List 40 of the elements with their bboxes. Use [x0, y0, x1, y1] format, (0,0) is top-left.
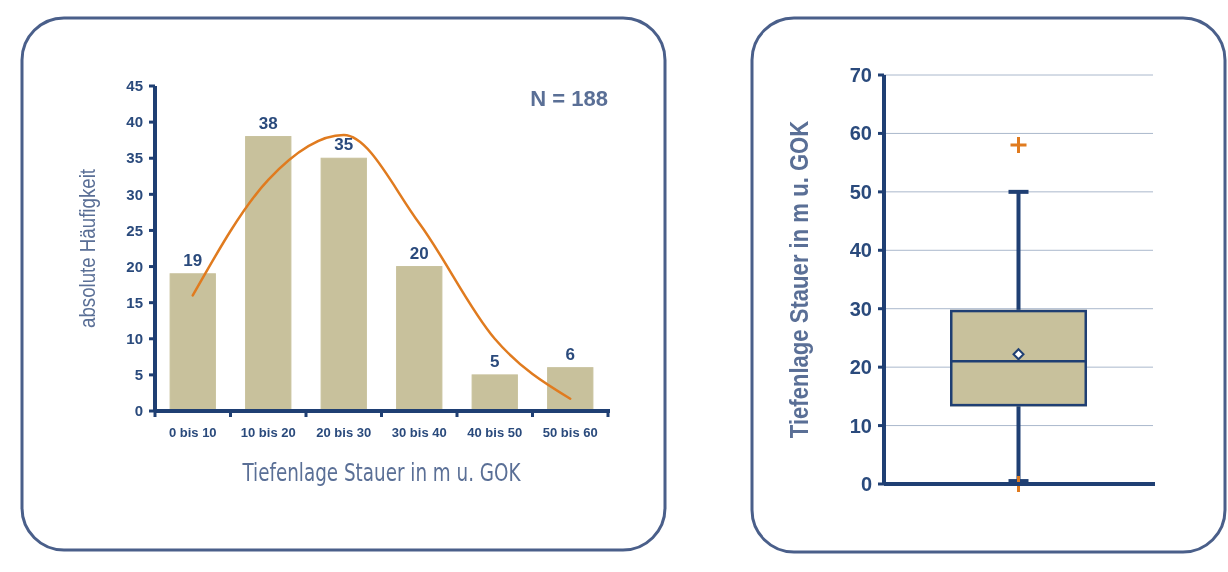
- y-tick-label: 30: [849, 297, 872, 320]
- data-label: 35: [334, 135, 354, 155]
- y-tick-label: 10: [849, 414, 872, 437]
- y-tick-label: 40: [126, 113, 143, 131]
- y-tick-label: 15: [126, 293, 143, 311]
- y-tick-label: 45: [126, 77, 143, 95]
- bar: [547, 367, 594, 412]
- y-tick-label: 70: [849, 64, 872, 86]
- data-label: 38: [258, 113, 278, 133]
- x-tick-label: 0 bis 10: [168, 425, 217, 440]
- y-tick-label: 5: [134, 366, 143, 384]
- y-axis-title: absolute Häufigkeit: [75, 168, 100, 328]
- x-axis-title: Tiefenlage Stauer in m u. GOK: [241, 458, 522, 487]
- x-tick-label: 40 bis 50: [467, 425, 523, 440]
- bar: [245, 136, 292, 412]
- y-tick-label: 20: [849, 356, 872, 379]
- y-tick-label: 30: [126, 185, 143, 203]
- x-tick-label: 20 bis 30: [316, 425, 372, 440]
- y-tick-label: 25: [126, 221, 143, 239]
- y-tick-label: 10: [126, 330, 143, 348]
- bar: [396, 266, 443, 412]
- y-tick-label: 50: [849, 180, 872, 203]
- x-tick-label: 30 bis 40: [391, 425, 447, 440]
- y-tick-label: 0: [860, 473, 872, 495]
- y-axis-title: Tiefenlage Stauer in m u. GOK: [784, 120, 814, 439]
- data-label: 5: [490, 351, 500, 371]
- x-tick-label: 10 bis 20: [240, 425, 296, 440]
- y-tick-label: 20: [126, 257, 143, 275]
- data-label: 6: [565, 344, 575, 364]
- bar: [471, 374, 518, 412]
- y-tick-label: 0: [134, 402, 143, 420]
- bar: [320, 157, 367, 412]
- data-label: 19: [183, 250, 203, 270]
- data-label: 20: [409, 243, 429, 263]
- x-tick-label: 50 bis 60: [542, 425, 598, 440]
- y-tick-label: 35: [126, 149, 143, 167]
- annotation: N = 188: [530, 86, 608, 111]
- bar: [169, 273, 216, 412]
- y-tick-label: 40: [849, 239, 872, 262]
- y-tick-label: 60: [849, 122, 872, 145]
